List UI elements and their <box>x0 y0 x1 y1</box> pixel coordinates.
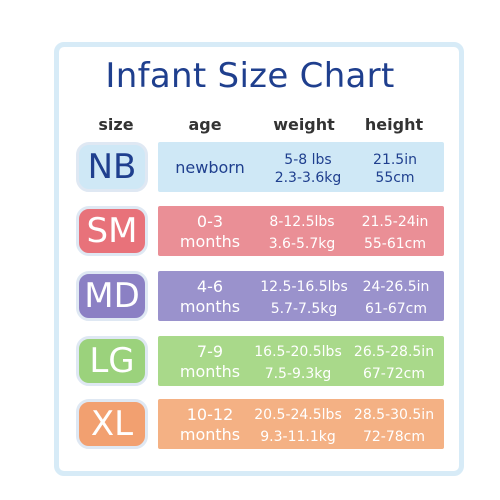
height-cm-nb: 55cm <box>375 170 415 186</box>
weight-kg-nb: 2.3-3.6kg <box>274 170 342 186</box>
height-in-nb: 21.5in <box>373 152 417 168</box>
age-unit-lg: months <box>179 362 241 381</box>
weight-kg-xl: 9.3-11.1kg <box>260 429 336 445</box>
weight-lbs-xl: 20.5-24.5lbs <box>254 407 342 423</box>
height-cm-md: 61-67cm <box>364 301 427 317</box>
height-in-xl: 28.5-30.5in <box>353 407 435 423</box>
weight-lbs-lg: 16.5-20.5lbs <box>254 344 342 360</box>
weight-lbs-md: 12.5-16.5lbs <box>260 279 348 295</box>
age-unit-sm: months <box>179 232 241 251</box>
size-row-md <box>158 271 444 321</box>
size-badge-sm: SM <box>76 206 148 256</box>
weight-lbs-nb: 5-8 lbs <box>284 152 332 168</box>
header-age: age <box>188 115 222 134</box>
size-row-lg <box>158 336 444 386</box>
size-badge-nb: NB <box>76 142 148 192</box>
weight-kg-lg: 7.5-9.3kg <box>264 366 332 382</box>
age-unit-xl: months <box>179 425 241 444</box>
header-height: height <box>364 115 424 134</box>
height-in-sm: 21.5-24in <box>361 214 429 230</box>
height-in-lg: 26.5-28.5in <box>353 344 435 360</box>
age-range-lg: 7-9 <box>196 342 224 361</box>
size-badge-md: MD <box>76 271 148 321</box>
height-cm-sm: 55-61cm <box>363 236 426 252</box>
size-badge-lg: LG <box>76 336 148 386</box>
height-cm-lg: 67-72cm <box>362 366 425 382</box>
height-in-md: 24-26.5in <box>362 279 430 295</box>
age-unit-md: months <box>179 297 241 316</box>
size-row-xl <box>158 399 444 449</box>
age-range-md: 4-6 <box>196 277 224 296</box>
weight-kg-sm: 3.6-5.7kg <box>268 236 336 252</box>
size-row-nb <box>158 142 444 192</box>
weight-kg-md: 5.7-7.5kg <box>270 301 338 317</box>
header-size: size <box>98 115 134 134</box>
age-range-xl: 10-12 <box>186 405 234 424</box>
height-cm-xl: 72-78cm <box>362 429 425 445</box>
header-weight: weight <box>273 115 335 134</box>
age-range-sm: 0-3 <box>196 212 224 231</box>
age-cell-nb: newborn <box>175 158 245 177</box>
size-row-sm <box>158 206 444 256</box>
weight-lbs-sm: 8-12.5lbs <box>269 214 335 230</box>
chart-title: Infant Size Chart <box>105 56 395 96</box>
size-badge-xl: XL <box>76 399 148 449</box>
